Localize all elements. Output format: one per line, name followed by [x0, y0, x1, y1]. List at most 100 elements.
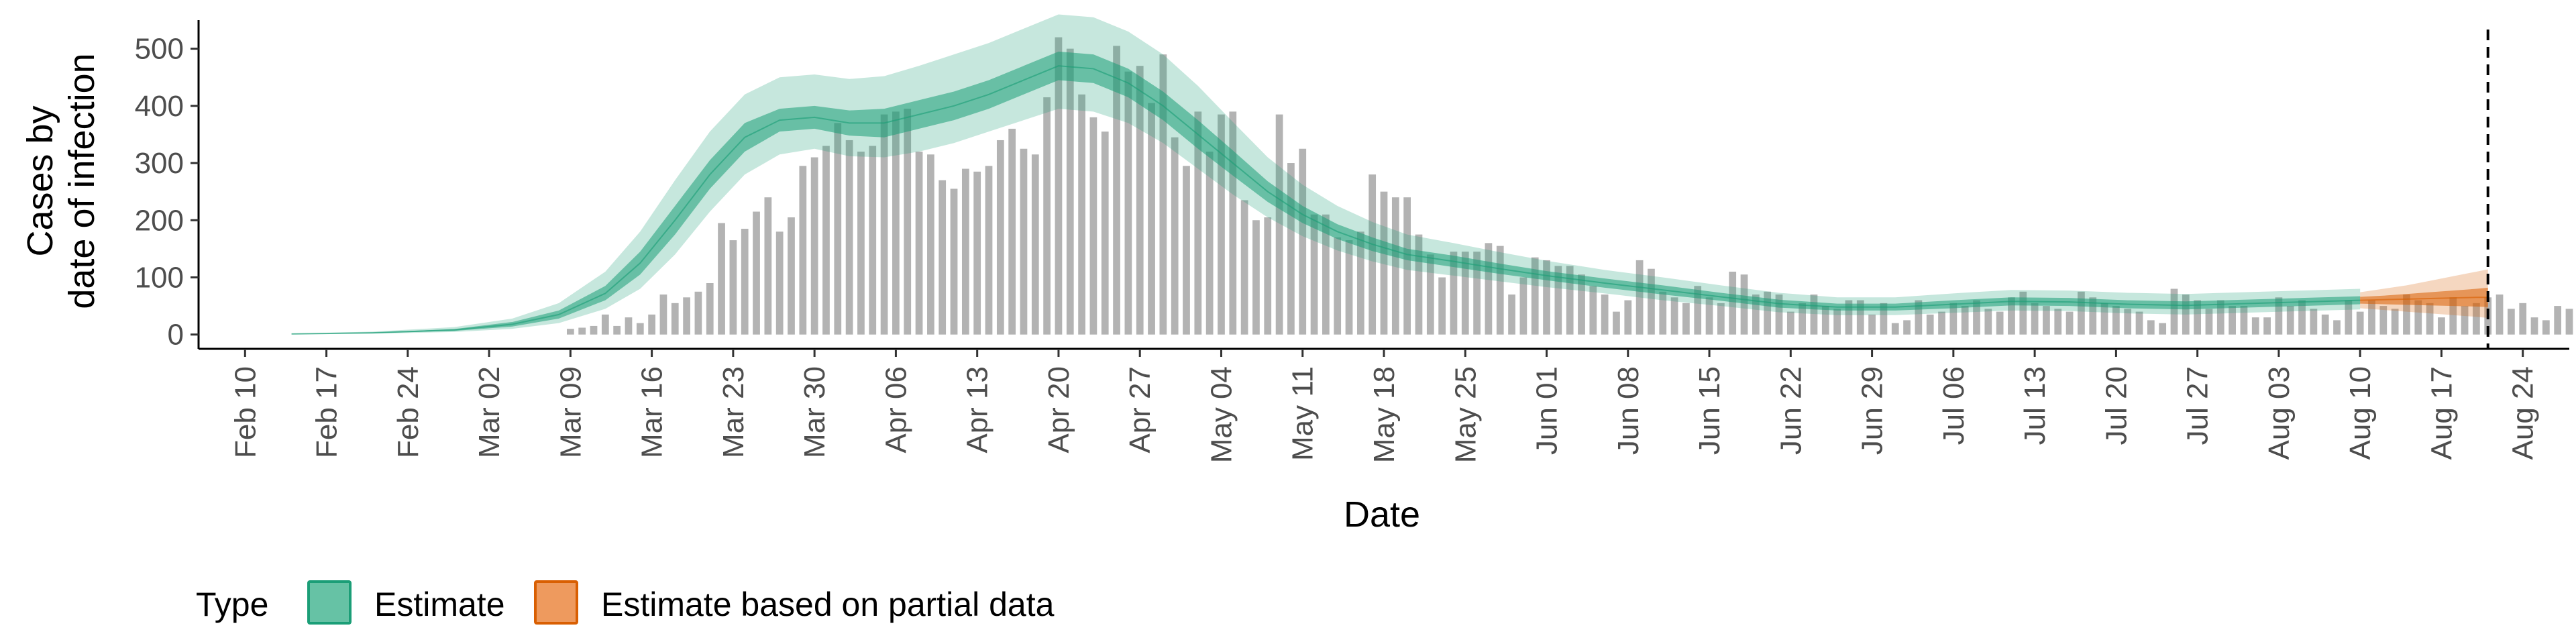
case-bar [729, 240, 737, 335]
case-bar [810, 157, 818, 335]
estimate-band-50 [291, 51, 2361, 335]
x-tick-label: Mar 02 [473, 366, 506, 458]
x-tick-label: Apr 27 [1124, 366, 1157, 453]
x-axis-ticks: Feb 10 Feb 17 Feb 24 Mar 02 Mar 09 Mar 16 Mar … [229, 349, 2540, 463]
case-bar [1740, 274, 1748, 335]
case-bar [1810, 294, 1818, 335]
case-bar [1752, 294, 1760, 335]
case-bar [706, 283, 714, 335]
case-bar [1101, 131, 1109, 335]
case-bar [683, 297, 690, 335]
case-bar [2310, 309, 2318, 335]
case-bar [1531, 257, 1539, 335]
case-bar [869, 146, 877, 335]
case-bar [799, 166, 807, 335]
case-bar [845, 140, 853, 335]
estimate-median-line [291, 65, 2361, 335]
case-bar [2170, 288, 2178, 335]
case-bar [2159, 323, 2167, 335]
case-bar [2496, 294, 2504, 335]
case-bar [2182, 294, 2190, 335]
x-tick-label: May 25 [1449, 366, 1482, 463]
case-bar [2368, 300, 2375, 335]
legend-key-partial [534, 580, 578, 625]
case-bar [1613, 311, 1620, 335]
y-tick-label: 300 [135, 147, 184, 180]
x-tick-label: Apr 13 [961, 366, 994, 453]
case-bar [613, 325, 621, 335]
legend-key-estimate [307, 580, 352, 625]
case-bar [2461, 306, 2469, 335]
case-bar [2078, 291, 2085, 335]
case-bar [1322, 214, 1330, 335]
case-bar [985, 166, 993, 335]
case-bar [1124, 71, 1132, 335]
case-bar [1438, 277, 1446, 335]
case-bar [590, 325, 598, 335]
x-tick-label: Apr 06 [879, 366, 912, 453]
case-bar [1845, 300, 1853, 335]
x-tick-label: Jun 08 [1612, 366, 1645, 455]
x-tick-label: May 04 [1205, 366, 1238, 463]
case-bar [1450, 252, 1458, 335]
case-bar [1868, 314, 1876, 335]
case-bar [2333, 320, 2341, 335]
case-bar [2263, 317, 2271, 335]
x-tick-label: Jun 01 [1531, 366, 1564, 455]
case-bar [1136, 66, 1144, 335]
case-bar [659, 294, 667, 335]
case-bar [857, 152, 865, 335]
y-axis-title-line-1: Cases by [20, 105, 60, 256]
legend: Type Estimate Estimate based on partial … [196, 580, 1055, 625]
x-tick-label: Mar 30 [798, 366, 831, 458]
legend-label-estimate: Estimate [374, 586, 505, 623]
case-bar [1601, 294, 1609, 335]
case-bar [1496, 246, 1504, 335]
case-bar [834, 123, 842, 335]
case-bar [566, 329, 574, 335]
case-bar [2508, 309, 2515, 335]
case-bar [1554, 266, 1562, 335]
case-bar [788, 217, 795, 335]
x-tick-label: Feb 24 [392, 366, 425, 458]
case-bar [1566, 266, 1574, 335]
case-bar [1799, 303, 1807, 335]
case-bar [1949, 303, 1957, 335]
x-tick-label: Jul 27 [2182, 366, 2214, 445]
case-bar [2298, 300, 2306, 335]
case-bar [1973, 300, 1980, 335]
case-bar [1461, 252, 1469, 335]
case-bar [2275, 297, 2283, 335]
case-bar [1764, 291, 1772, 335]
case-bar [1229, 111, 1237, 335]
case-bar [671, 303, 679, 335]
case-bar [1368, 174, 1377, 335]
case-bar [1508, 294, 1515, 335]
case-bar [1031, 154, 1039, 335]
case-bar [2356, 311, 2364, 335]
legend-title: Type [196, 586, 268, 623]
case-bar [601, 314, 609, 335]
case-bar [1821, 306, 1829, 335]
case-bar [764, 197, 772, 335]
y-tick-label: 200 [135, 204, 184, 237]
case-bar [1055, 37, 1063, 335]
case-bar [2554, 306, 2562, 335]
case-bar [1984, 309, 1992, 335]
case-bar [1299, 148, 1307, 335]
case-bar [1334, 237, 1342, 335]
case-bar [1310, 214, 1318, 335]
case-bar [648, 314, 655, 335]
y-tick-label: 400 [135, 90, 184, 123]
case-bar [2426, 303, 2434, 335]
x-tick-label: Mar 16 [636, 366, 669, 458]
case-bar [1961, 306, 1969, 335]
x-tick-label: May 11 [1287, 366, 1320, 461]
case-bar [2031, 303, 2039, 335]
case-bar [1078, 94, 1085, 335]
case-bar [1148, 103, 1155, 335]
case-bar [973, 171, 981, 335]
x-tick-label: Mar 23 [717, 366, 750, 458]
case-bar [1403, 197, 1411, 335]
case-bar [1218, 114, 1225, 335]
